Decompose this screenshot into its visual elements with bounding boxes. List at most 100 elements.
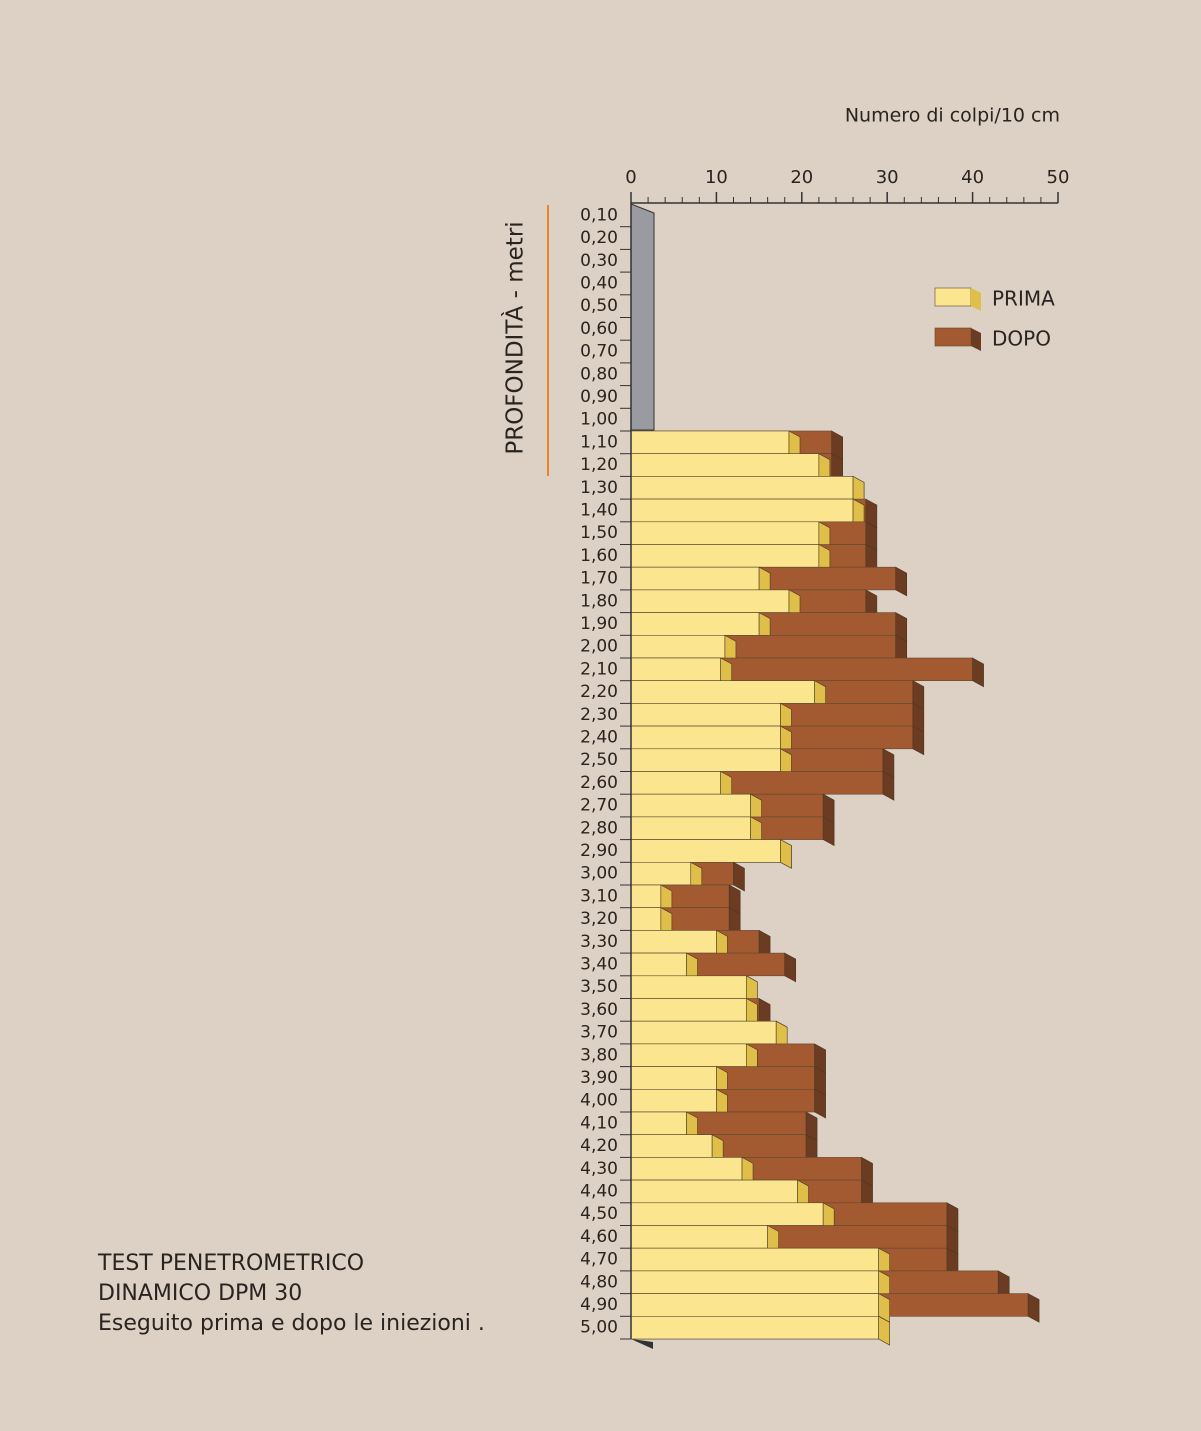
bar xyxy=(630,498,854,523)
x-tick-label: 20 xyxy=(790,167,813,188)
bar xyxy=(630,544,820,568)
y-tick-label: 2,70 xyxy=(580,796,618,816)
y-tick-label: 1,60 xyxy=(580,546,618,566)
legend-label: DOPO xyxy=(992,327,1051,351)
legend-swatch-side xyxy=(971,288,981,311)
y-tick-label: 1,20 xyxy=(580,455,618,475)
y-tick-label: 3,80 xyxy=(580,1045,618,1065)
bar xyxy=(630,907,662,931)
y-tick-label: 2,00 xyxy=(580,637,618,657)
y-tick-label: 3,10 xyxy=(580,886,618,906)
bar xyxy=(630,476,854,500)
y-tick-label: 1,70 xyxy=(580,569,618,589)
title-line: DINAMICO DPM 30 xyxy=(98,1281,302,1306)
y-tick-label: 2,20 xyxy=(580,682,618,702)
y-axis-label: PROFONDITÀ - metri xyxy=(501,221,529,454)
bar xyxy=(630,1179,798,1204)
bar xyxy=(630,680,815,704)
bar xyxy=(630,430,790,455)
bar-side xyxy=(878,1315,890,1346)
bar xyxy=(630,612,760,636)
y-tick-label: 0,10 xyxy=(580,205,618,225)
bar xyxy=(630,1157,743,1181)
y-tick-label: 4,10 xyxy=(580,1113,618,1133)
y-tick-label: 4,20 xyxy=(580,1136,618,1156)
bar xyxy=(630,1316,879,1340)
y-tick-label: 1,00 xyxy=(580,410,618,430)
y-tick-label: 0,90 xyxy=(580,387,618,407)
y-tick-label: 4,00 xyxy=(580,1091,618,1111)
bar-side xyxy=(733,861,745,892)
bar xyxy=(630,1134,713,1158)
y-tick-label: 1,90 xyxy=(580,614,618,634)
y-tick-label: 4,40 xyxy=(580,1181,618,1201)
y-tick-label: 2,90 xyxy=(580,841,618,861)
bar xyxy=(630,816,751,840)
legend-label: PRIMA xyxy=(992,287,1055,311)
x-tick-label: 10 xyxy=(705,167,728,188)
bar xyxy=(630,453,820,477)
y-tick-label: 0,40 xyxy=(580,273,618,293)
y-tick-label: 3,90 xyxy=(580,1068,618,1088)
y-tick-label: 3,50 xyxy=(580,977,618,997)
bar-side xyxy=(1027,1293,1040,1323)
y-tick-label: 4,70 xyxy=(580,1250,618,1270)
y-tick-label: 2,30 xyxy=(580,705,618,725)
bar xyxy=(630,1202,824,1226)
y-tick-label: 1,50 xyxy=(580,523,618,543)
bar xyxy=(630,1066,717,1090)
bar xyxy=(630,521,820,545)
y-tick-label: 0,70 xyxy=(580,342,618,362)
bar-side xyxy=(895,566,908,597)
y-tick-label: 3,40 xyxy=(580,954,618,974)
pre-hole xyxy=(630,203,655,431)
y-tick-label: 2,10 xyxy=(580,659,618,679)
y-tick-label: 1,80 xyxy=(580,591,618,611)
bar xyxy=(630,793,751,818)
bar-side xyxy=(912,725,925,756)
bar xyxy=(630,1111,687,1136)
y-tick-label: 3,60 xyxy=(580,1000,618,1020)
bar xyxy=(630,703,781,727)
y-tick-label: 0,20 xyxy=(580,228,618,248)
bar xyxy=(630,1247,879,1272)
bar xyxy=(630,566,760,591)
y-tick-label: 3,30 xyxy=(580,932,618,952)
y-tick-label: 2,60 xyxy=(580,773,618,793)
bar xyxy=(630,839,781,863)
bar xyxy=(630,1043,747,1067)
bottom-cap xyxy=(631,1339,653,1349)
y-tick-label: 2,50 xyxy=(580,750,618,770)
bar xyxy=(630,1089,717,1113)
y-tick-label: 0,80 xyxy=(580,364,618,384)
y-tick-label: 4,90 xyxy=(580,1295,618,1315)
bar xyxy=(630,725,781,750)
bar xyxy=(630,930,717,954)
bar xyxy=(630,861,692,886)
y-tick-label: 2,40 xyxy=(580,727,618,747)
x-axis-label: Numero di colpi/10 cm xyxy=(845,105,1060,127)
bar xyxy=(630,657,721,682)
bar-side xyxy=(822,816,835,847)
y-tick-label: 0,50 xyxy=(580,296,618,316)
y-tick-label: 4,30 xyxy=(580,1159,618,1179)
y-tick-label: 4,60 xyxy=(580,1227,618,1247)
legend-swatch xyxy=(934,287,972,307)
title-line: TEST PENETROMETRICO xyxy=(97,1251,364,1276)
y-tick-label: 4,50 xyxy=(580,1204,618,1224)
bar-side xyxy=(972,657,984,688)
y-tick-label: 1,40 xyxy=(580,500,618,520)
y-tick-label: 4,80 xyxy=(580,1272,618,1292)
y-tick-label: 0,60 xyxy=(580,319,618,339)
bar xyxy=(630,771,721,795)
x-tick-label: 40 xyxy=(961,167,984,188)
x-tick-label: 30 xyxy=(876,167,899,188)
legend-swatch xyxy=(934,327,972,347)
bar xyxy=(630,634,726,659)
bar xyxy=(630,1020,777,1045)
bar xyxy=(630,884,662,909)
y-tick-label: 1,10 xyxy=(580,432,618,452)
y-tick-label: 2,80 xyxy=(580,818,618,838)
